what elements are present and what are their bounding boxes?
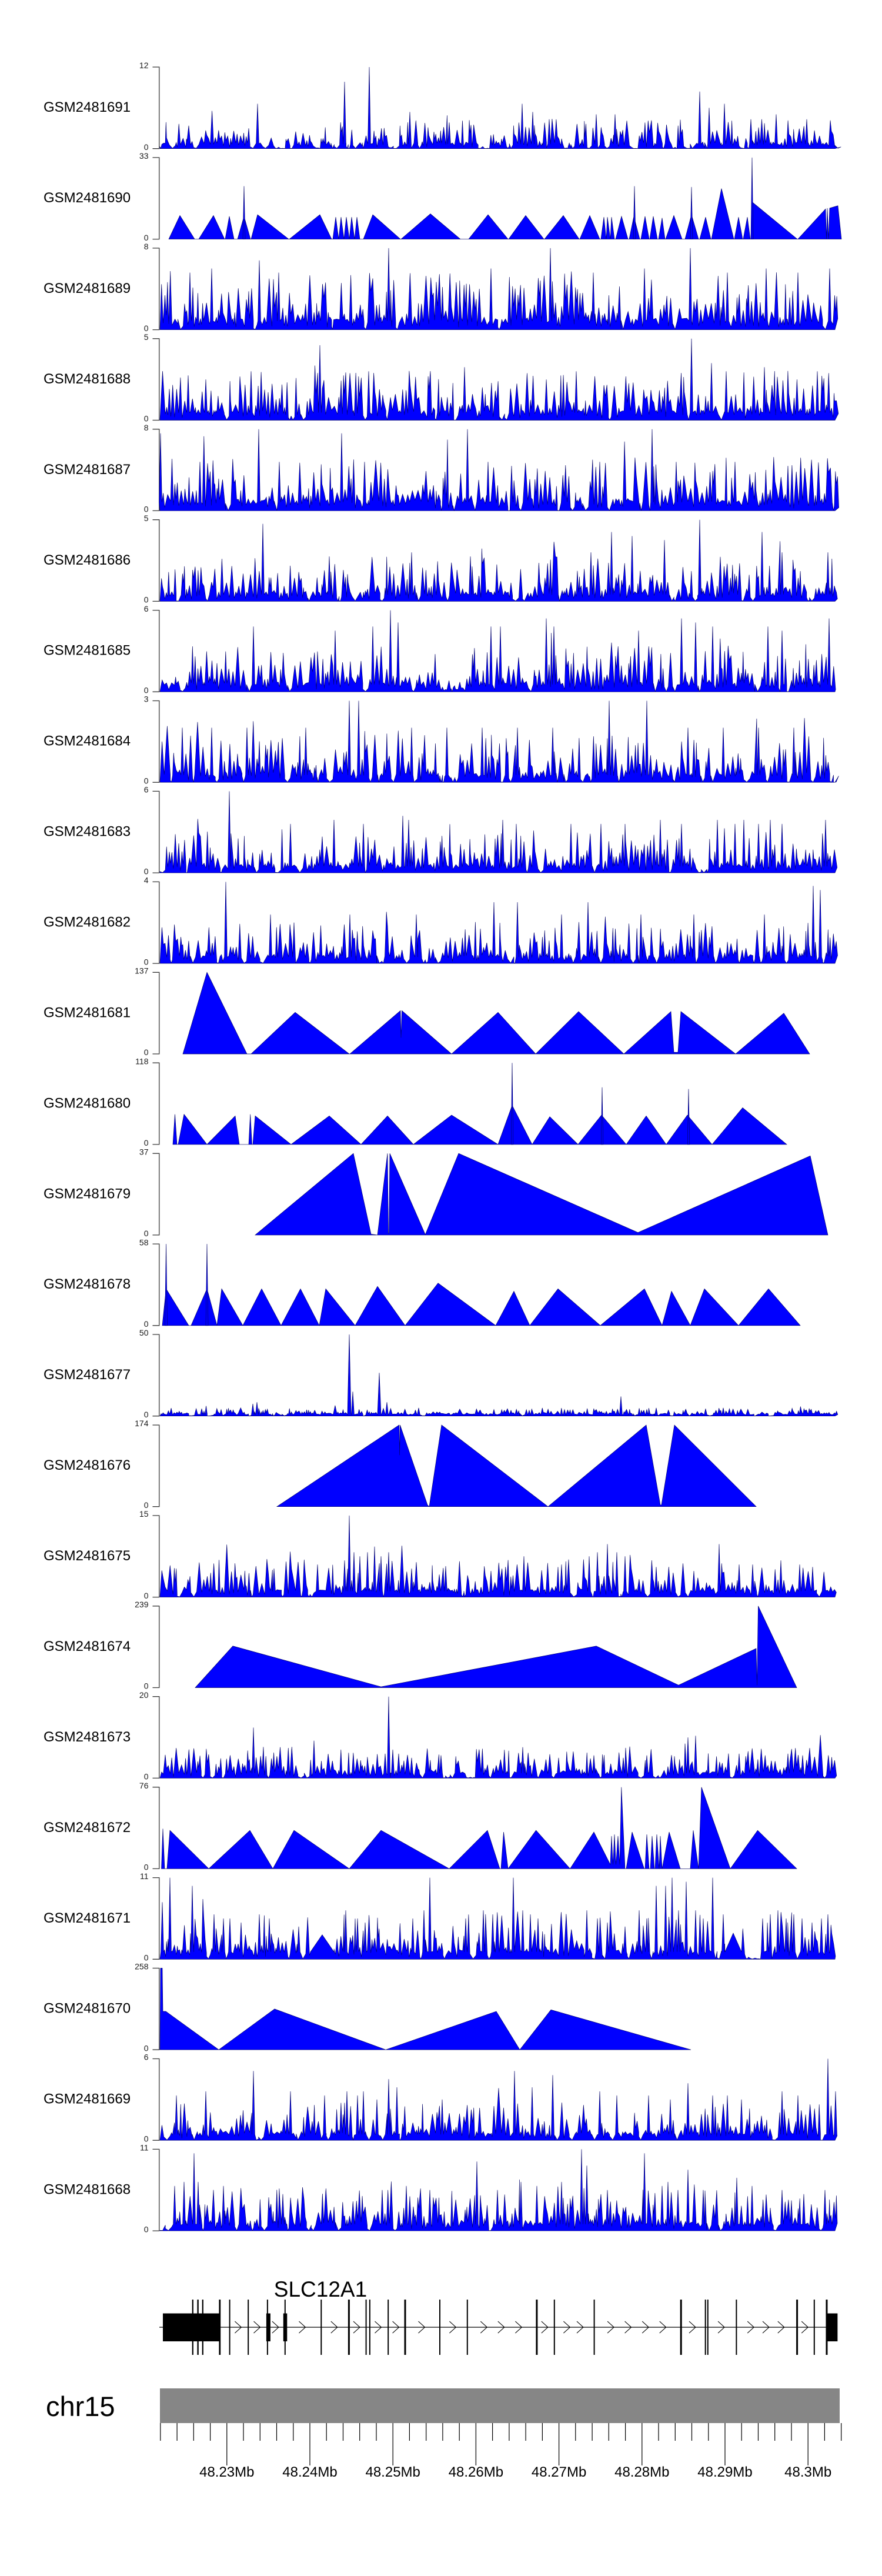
svg-text:50: 50 — [139, 1328, 149, 1337]
svg-text:0: 0 — [144, 1047, 149, 1057]
svg-text:0: 0 — [144, 2134, 149, 2143]
svg-text:174: 174 — [135, 1419, 149, 1428]
svg-text:0: 0 — [144, 233, 149, 242]
svg-text:SLC12A1: SLC12A1 — [274, 2277, 367, 2301]
svg-text:GSM2481674: GSM2481674 — [44, 1639, 131, 1654]
svg-text:12: 12 — [139, 61, 149, 70]
svg-text:6: 6 — [144, 2053, 149, 2062]
svg-text:37: 37 — [139, 1147, 149, 1156]
svg-text:33: 33 — [139, 151, 149, 161]
svg-text:3: 3 — [144, 695, 149, 704]
svg-text:48.23Mb: 48.23Mb — [199, 2464, 254, 2480]
svg-text:GSM2481676: GSM2481676 — [44, 1457, 131, 1473]
svg-text:48.24Mb: 48.24Mb — [282, 2464, 337, 2480]
svg-text:5: 5 — [144, 513, 149, 523]
svg-text:0: 0 — [144, 2224, 149, 2234]
svg-text:GSM2481684: GSM2481684 — [44, 733, 131, 749]
svg-text:GSM2481681: GSM2481681 — [44, 1005, 131, 1021]
svg-text:0: 0 — [144, 1319, 149, 1329]
svg-text:GSM2481670: GSM2481670 — [44, 2001, 131, 2017]
svg-text:0: 0 — [144, 505, 149, 514]
svg-text:GSM2481677: GSM2481677 — [44, 1367, 131, 1383]
svg-text:6: 6 — [144, 604, 149, 613]
svg-text:48.26Mb: 48.26Mb — [449, 2464, 503, 2480]
svg-text:4: 4 — [144, 876, 149, 885]
svg-text:GSM2481678: GSM2481678 — [44, 1276, 131, 1292]
svg-text:0: 0 — [144, 2043, 149, 2053]
svg-text:0: 0 — [144, 1229, 149, 1238]
svg-text:GSM2481671: GSM2481671 — [44, 1910, 131, 1926]
svg-text:258: 258 — [135, 1962, 149, 1971]
svg-text:11: 11 — [140, 1871, 149, 1881]
svg-text:48.3Mb: 48.3Mb — [784, 2464, 831, 2480]
svg-text:GSM2481691: GSM2481691 — [44, 99, 131, 115]
svg-text:GSM2481673: GSM2481673 — [44, 1729, 131, 1745]
svg-text:0: 0 — [144, 1591, 149, 1600]
svg-text:48.25Mb: 48.25Mb — [365, 2464, 420, 2480]
svg-text:20: 20 — [139, 1690, 149, 1700]
svg-text:chr15: chr15 — [46, 2391, 115, 2422]
svg-text:GSM2481672: GSM2481672 — [44, 1820, 131, 1836]
svg-text:0: 0 — [144, 686, 149, 695]
svg-text:GSM2481675: GSM2481675 — [44, 1548, 131, 1564]
svg-text:0: 0 — [144, 1953, 149, 1963]
svg-text:0: 0 — [144, 1138, 149, 1147]
svg-text:0: 0 — [144, 1410, 149, 1419]
svg-text:6: 6 — [144, 785, 149, 795]
svg-text:GSM2481690: GSM2481690 — [44, 190, 131, 206]
svg-text:137: 137 — [135, 966, 149, 976]
svg-text:48.29Mb: 48.29Mb — [697, 2464, 752, 2480]
svg-text:GSM2481687: GSM2481687 — [44, 462, 131, 478]
svg-text:GSM2481682: GSM2481682 — [44, 915, 131, 930]
svg-text:0: 0 — [144, 414, 149, 423]
svg-text:GSM2481669: GSM2481669 — [44, 2091, 131, 2107]
svg-text:GSM2481680: GSM2481680 — [44, 1095, 131, 1111]
svg-text:0: 0 — [144, 1772, 149, 1781]
svg-text:48.28Mb: 48.28Mb — [614, 2464, 669, 2480]
svg-text:15: 15 — [139, 1509, 149, 1519]
svg-text:GSM2481683: GSM2481683 — [44, 824, 131, 840]
svg-text:GSM2481688: GSM2481688 — [44, 371, 131, 387]
svg-text:GSM2481686: GSM2481686 — [44, 552, 131, 568]
svg-text:48.27Mb: 48.27Mb — [532, 2464, 586, 2480]
svg-text:0: 0 — [144, 323, 149, 333]
svg-text:8: 8 — [144, 242, 149, 251]
svg-text:GSM2481679: GSM2481679 — [44, 1186, 131, 1202]
svg-text:239: 239 — [135, 1600, 149, 1609]
svg-text:0: 0 — [144, 1500, 149, 1510]
svg-text:0: 0 — [144, 1863, 149, 1872]
svg-text:0: 0 — [144, 595, 149, 605]
svg-text:76: 76 — [139, 1781, 149, 1790]
svg-text:5: 5 — [144, 332, 149, 342]
svg-text:0: 0 — [144, 957, 149, 966]
svg-text:0: 0 — [144, 142, 149, 152]
svg-text:GSM2481689: GSM2481689 — [44, 281, 131, 296]
svg-text:8: 8 — [144, 423, 149, 432]
svg-text:0: 0 — [144, 1681, 149, 1691]
svg-text:0: 0 — [144, 866, 149, 876]
svg-text:GSM2481668: GSM2481668 — [44, 2182, 131, 2198]
svg-text:11: 11 — [140, 2143, 149, 2153]
svg-text:118: 118 — [135, 1056, 149, 1066]
svg-text:0: 0 — [144, 776, 149, 785]
svg-text:58: 58 — [139, 1237, 149, 1247]
svg-text:GSM2481685: GSM2481685 — [44, 643, 131, 659]
